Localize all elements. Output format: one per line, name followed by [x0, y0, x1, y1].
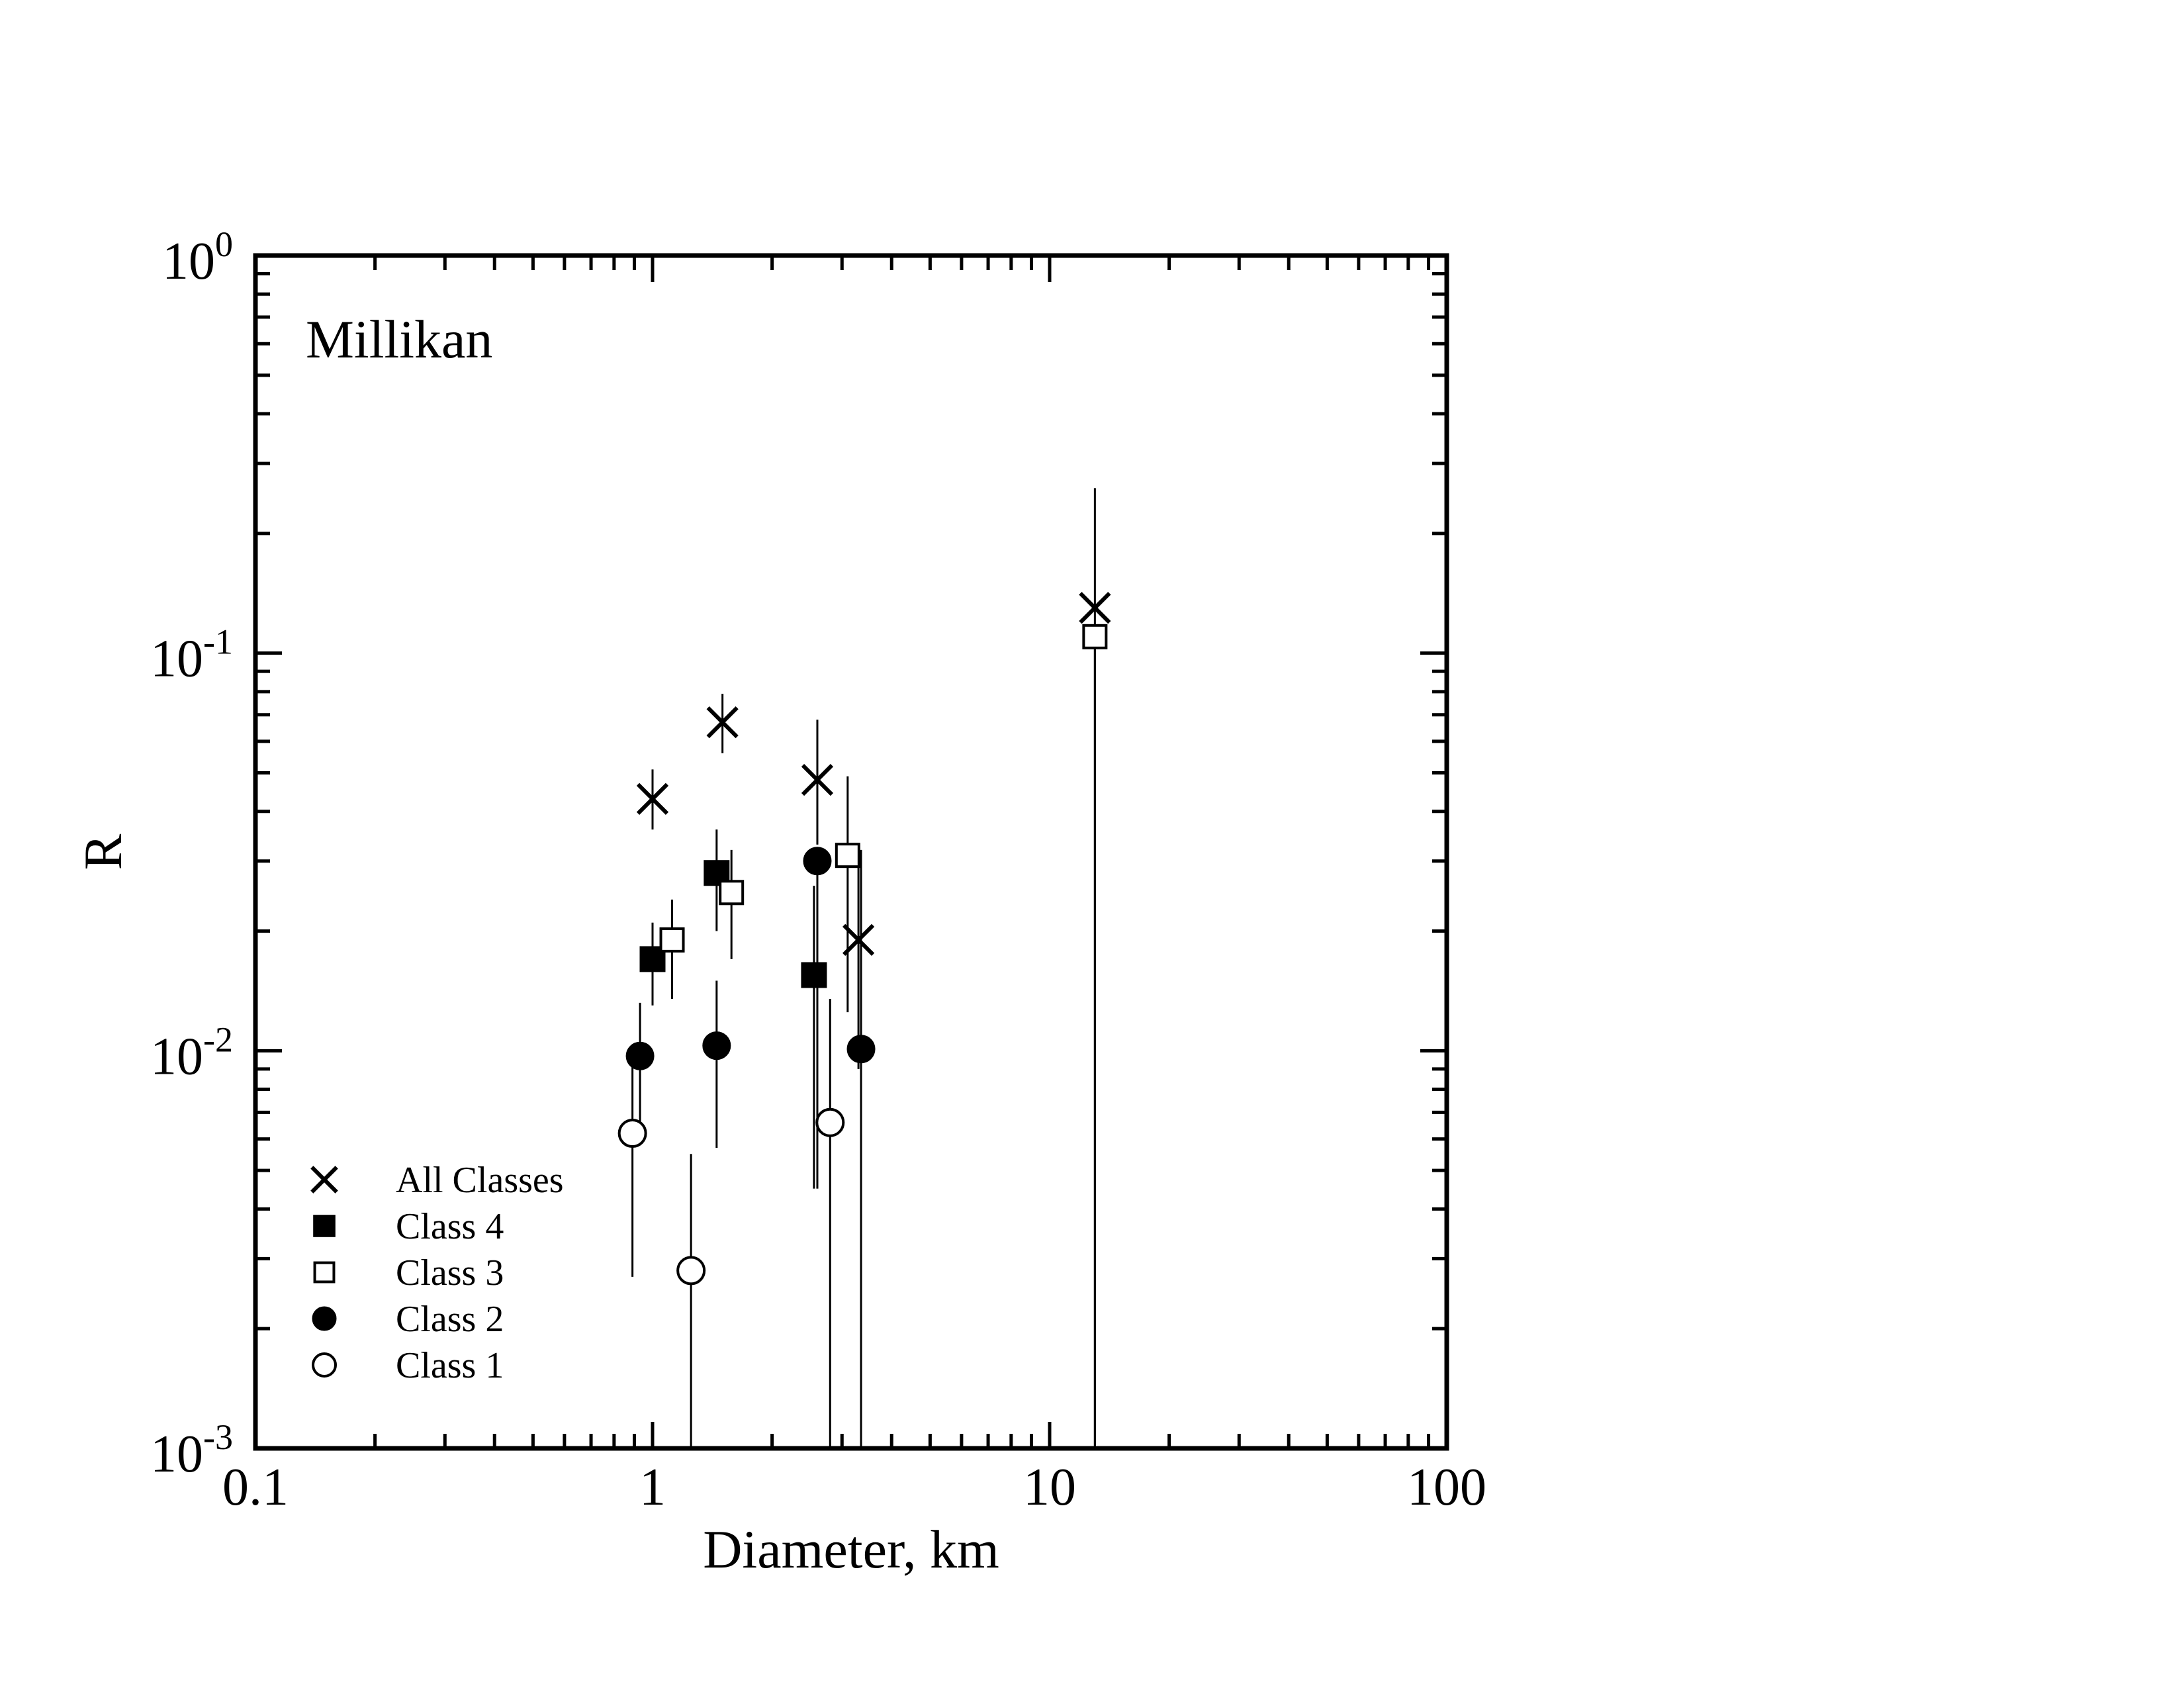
data-point-all-classes-stroke: [706, 706, 739, 739]
x-tick-label: 1: [639, 1458, 666, 1517]
data-point-class-2: [625, 1041, 655, 1070]
data-point-class-1: [617, 1119, 647, 1149]
data-point-all-classes-stroke: [801, 764, 834, 796]
data-point-all-classes: [636, 782, 669, 815]
data-point-all-classes-stroke: [1079, 592, 1111, 624]
legend-label-class-1: Class 1: [396, 1345, 504, 1386]
data-point-class-1: [676, 1256, 706, 1286]
legend-marker-class-2: [312, 1306, 337, 1331]
data-point-class-3: [835, 843, 860, 868]
axis-tick-labels: 0.1 1 10 100 10-3 10-2 10-1 100: [150, 224, 1486, 1517]
x-axis-title: Diameter, km: [703, 1519, 999, 1579]
panel-title: Millikan: [306, 309, 492, 369]
data-point-class-2: [846, 1035, 876, 1064]
data-point-all-classes: [706, 706, 739, 739]
legend-label-class-4: Class 4: [396, 1206, 504, 1247]
data-point-class-1: [815, 1107, 845, 1137]
data-point-class-3: [719, 880, 745, 906]
legend-label-class-3: Class 3: [396, 1252, 504, 1293]
data-point-class-3: [1082, 624, 1108, 649]
data-point-class-4: [801, 962, 827, 988]
data-point-all-classes: [1079, 592, 1111, 624]
data-point-class-3: [659, 927, 685, 953]
data-point-class-2: [702, 1031, 731, 1060]
legend-marker-class-4: [313, 1215, 336, 1237]
y-tick-label: 10-2: [150, 1019, 233, 1086]
legend-marker-all-classes: [310, 1166, 338, 1194]
y-tick-label: 10-3: [150, 1417, 233, 1483]
data-markers: [617, 592, 1111, 1286]
axis-ticks: [255, 256, 1447, 1448]
y-tick-label: 10-1: [150, 622, 233, 688]
plot-frame: [253, 253, 1449, 1451]
legend: All Classes Class 4 Class 3 Class 2 Class 1: [310, 1160, 564, 1386]
legend-marker-all-classes-stroke: [310, 1166, 338, 1194]
y-tick-label: 100: [162, 224, 233, 291]
y-axis-title: R: [73, 833, 133, 870]
error-bars: [631, 488, 1096, 1448]
x-tick-label: 10: [1023, 1458, 1076, 1517]
data-point-all-classes: [842, 923, 875, 957]
x-tick-label: 0.1: [222, 1458, 289, 1517]
legend-marker-class-3: [313, 1261, 336, 1284]
x-tick-label: 100: [1407, 1458, 1486, 1517]
legend-marker-class-1: [312, 1352, 337, 1378]
data-point-all-classes: [801, 764, 834, 796]
data-point-all-classes-stroke: [636, 782, 669, 815]
data-point-class-2: [803, 847, 832, 876]
legend-label-class-2: Class 2: [396, 1299, 504, 1340]
legend-label-all-classes: All Classes: [396, 1160, 564, 1201]
data-point-all-classes-stroke: [842, 923, 875, 957]
